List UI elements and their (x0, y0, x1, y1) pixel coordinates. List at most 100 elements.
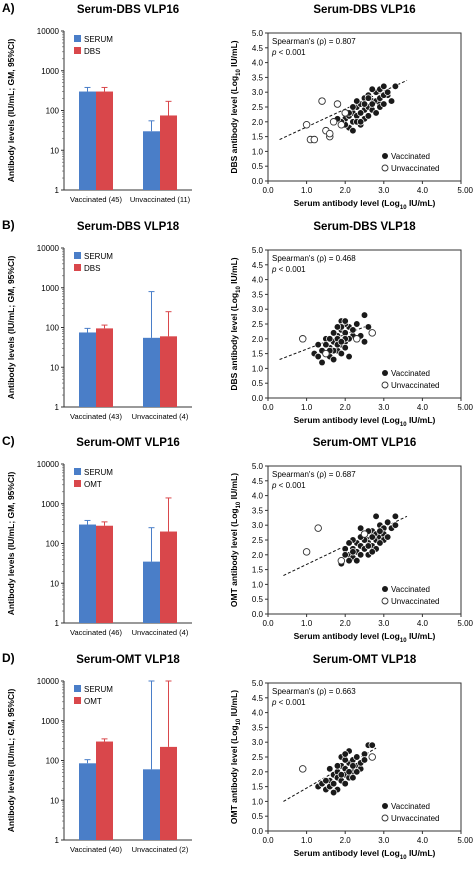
scatter-x-tick-label: 2.0 (340, 619, 352, 628)
legend-unvaccinated-marker (381, 381, 389, 389)
spearman-annotation: Spearman's (ρ) = 0.468 (272, 254, 356, 263)
p-value-text: < 0.001 (276, 698, 306, 707)
vaccinated-point (341, 344, 349, 352)
bar (96, 741, 113, 840)
scatter-y-axis-label-sub: 10 (236, 69, 242, 76)
bar (79, 332, 96, 407)
scatter-y-tick-label: 4.0 (252, 59, 264, 68)
panel-label: A) (2, 1, 15, 15)
unvaccinated-point (302, 548, 311, 556)
scatter-y-tick-label: 2.0 (252, 118, 264, 127)
vaccinated-point (391, 521, 400, 529)
scatter-title: Serum-DBS VLP16 (313, 4, 415, 16)
bar-category-label: Vaccinated (43) (70, 412, 122, 421)
vaccinated-point (329, 355, 338, 364)
vaccinated-point (341, 750, 349, 758)
vaccinated-point (391, 512, 400, 520)
unvaccinated-point (337, 121, 346, 129)
bar-y-tick-label: 100 (46, 324, 60, 333)
bar-y-axis-label: Antibody levels (IU/mL; GM, 95%CI) (6, 39, 16, 183)
scatter-x-axis-label: Serum antibody level (Log10 IU/mL) (294, 848, 436, 861)
unvaccinated-point (341, 109, 349, 117)
vaccinated-point (353, 768, 361, 776)
panel-label: C) (2, 434, 15, 448)
vaccinated-point (349, 762, 357, 770)
p-value-symbol: p (271, 265, 277, 274)
bar-chart-title: Serum-DBS VLP18 (77, 221, 180, 233)
unvaccinated-point (298, 335, 307, 343)
scatter-x-tick-label: 1.0 (301, 186, 313, 195)
bar (160, 336, 177, 407)
trend-line (283, 515, 408, 576)
scatter-y-tick-label: 0.5 (252, 162, 264, 171)
scatter-y-axis-label-part: IU/mL) (229, 40, 239, 69)
bar (160, 746, 177, 840)
vaccinated-point (318, 358, 326, 367)
vaccinated-point (387, 97, 396, 105)
bar-category-label: Unvaccinated (11) (130, 195, 191, 204)
vaccinated-point (345, 352, 353, 361)
scatter-y-tick-label: 2.0 (252, 335, 264, 344)
scatter-y-tick-label: 3.5 (252, 73, 264, 82)
scatter-y-tick-label: 3.0 (252, 88, 264, 97)
bar-y-tick-label: 10 (50, 363, 59, 372)
bar-y-axis-label: Antibody levels (IU/mL; GM, 95%CI) (6, 256, 16, 400)
bar-category-label: Vaccinated (40) (70, 845, 122, 854)
scatter-x-tick-label: 3.0 (378, 836, 390, 845)
bar-legend-swatch (74, 685, 81, 692)
unvaccinated-point (337, 556, 346, 565)
panel-label: D) (2, 651, 15, 665)
vaccinated-point (329, 788, 338, 797)
vaccinated-point (360, 756, 369, 764)
scatter-y-tick-label: 4.5 (252, 694, 264, 703)
vaccinated-point (345, 557, 353, 565)
p-value-text: < 0.001 (276, 481, 306, 490)
trend-line (279, 323, 373, 360)
scatter-x-tick-label: 2.0 (340, 836, 352, 845)
vaccinated-point (341, 317, 349, 325)
bar (79, 524, 96, 623)
scatter-x-tick-label: 4.0 (417, 186, 429, 195)
p-value-text: < 0.001 (276, 48, 306, 57)
panel-label: B) (2, 218, 15, 232)
vaccinated-point (356, 524, 365, 532)
scatter-x-tick-label: 4.0 (417, 403, 429, 412)
vaccinated-point (356, 109, 365, 117)
vaccinated-point (326, 765, 334, 773)
scatter-y-tick-label: 1.0 (252, 797, 264, 806)
scatter-y-axis-label-part: DBS antibody level (Log (229, 76, 239, 174)
vaccinated-point (364, 94, 373, 102)
unvaccinated-point (326, 129, 334, 138)
vaccinated-point (376, 539, 384, 547)
bar-y-tick-label: 1000 (41, 500, 59, 509)
vaccinated-point (368, 85, 376, 93)
vaccinated-point (376, 527, 384, 535)
vaccinated-point (384, 518, 392, 526)
spearman-annotation: Spearman's (ρ) = 0.687 (272, 470, 356, 479)
scatter-y-tick-label: 5.0 (252, 246, 264, 255)
bar (160, 115, 177, 190)
scatter-y-tick-label: 3.5 (252, 506, 264, 515)
bar-y-tick-label: 1 (55, 836, 60, 845)
scatter-y-tick-label: 4.5 (252, 261, 264, 270)
p-value-symbol: p (271, 48, 277, 57)
vaccinated-point (364, 112, 373, 120)
legend-unvaccinated-label: Unvaccinated (391, 164, 439, 173)
scatter-y-tick-label: 2.5 (252, 753, 264, 762)
bar-y-tick-label: 100 (46, 757, 60, 766)
scatter-y-tick-label: 3.5 (252, 723, 264, 732)
scatter-x-axis-label: Serum antibody level (Log10 IU/mL) (294, 415, 436, 428)
p-value-annotation: p < 0.001 (271, 265, 306, 274)
vaccinated-point (391, 82, 400, 90)
bar (143, 769, 160, 840)
unvaccinated-point (368, 329, 376, 337)
bar (96, 328, 113, 407)
scatter-title: Serum-OMT VLP16 (313, 437, 417, 449)
bar-chart-title: Serum-DBS VLP16 (77, 4, 179, 16)
bar-y-tick-label: 10000 (37, 244, 60, 253)
scatter-y-axis-label: DBS antibody level (Log10 IU/mL) (229, 40, 242, 173)
p-value-symbol: p (271, 481, 277, 490)
bar-y-axis-label: Antibody levels (IU/mL; GM, 95%CI) (6, 472, 16, 616)
scatter-y-tick-label: 0.5 (252, 812, 264, 821)
